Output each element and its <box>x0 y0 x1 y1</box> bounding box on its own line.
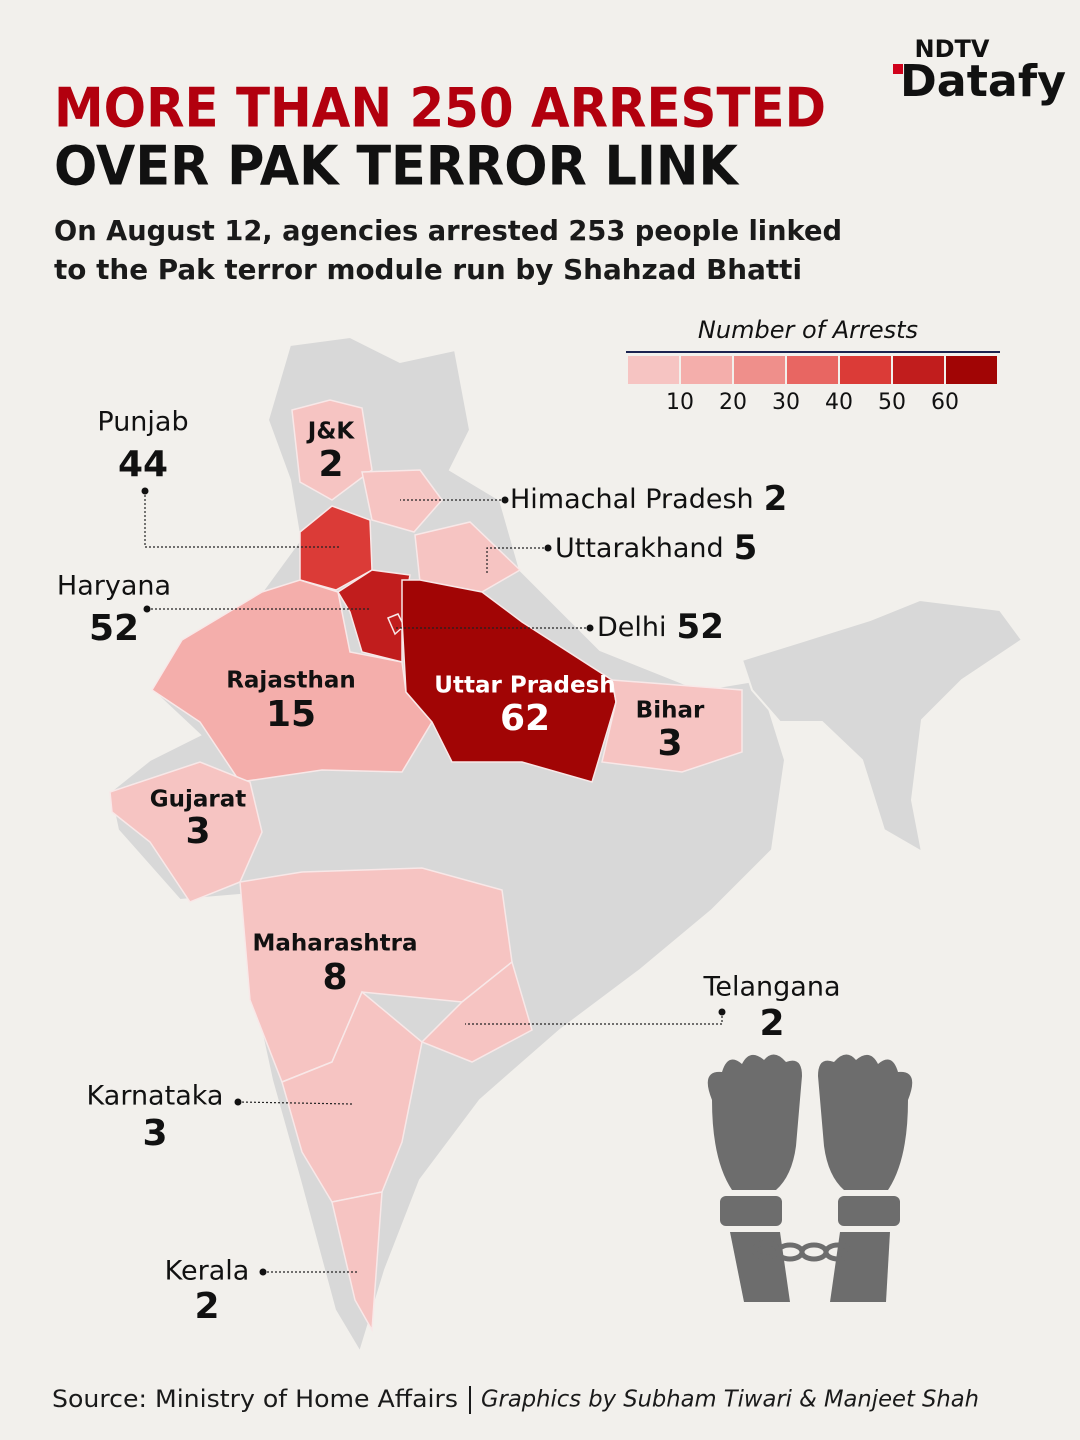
state-name: Telangana <box>702 972 840 1003</box>
state-region <box>291 399 373 501</box>
leader-dot <box>544 544 552 552</box>
subtitle-line: On August 12, agencies arrested 253 peop… <box>54 214 842 247</box>
legend-swatch <box>787 356 838 384</box>
state-region <box>601 679 743 773</box>
legend-swatch <box>734 356 785 384</box>
state-name: J&K <box>306 419 356 445</box>
state-name: Kerala <box>165 1256 250 1287</box>
state-name: Karnataka <box>87 1081 224 1112</box>
state-arrests: 2 <box>318 444 343 485</box>
legend-swatch <box>628 356 679 384</box>
state-arrests: 3 <box>142 1113 167 1154</box>
title-line: MORE THAN 250 ARRESTED <box>54 77 826 140</box>
legend-tick-label: 60 <box>931 390 959 415</box>
state-name: Uttarakhand <box>555 533 724 564</box>
state-region <box>361 469 443 533</box>
state-name: Bihar <box>636 698 705 724</box>
state-label: Himachal Pradesh 2 <box>510 479 787 519</box>
state-arrests: 3 <box>185 811 210 852</box>
state-arrests: 52 <box>89 608 139 649</box>
state-region <box>150 579 433 783</box>
state-arrests: 2 <box>194 1286 219 1327</box>
title-line: OVER PAK TERROR LINK <box>54 135 740 198</box>
northeast-outline <box>740 598 1024 854</box>
legend-swatch <box>893 356 944 384</box>
state-region <box>336 569 411 663</box>
state-label: Uttarakhand 5 <box>555 528 757 568</box>
legend-tick-label: 30 <box>772 390 800 415</box>
leader-dot <box>501 496 509 504</box>
leader-line <box>486 547 548 575</box>
state-name: Himachal Pradesh <box>510 484 754 515</box>
leader-dot <box>586 624 594 632</box>
legend-title: Number of Arrests <box>698 316 918 344</box>
legend-tick-label: 20 <box>719 390 747 415</box>
state-name: Uttar Pradesh <box>434 673 615 699</box>
leader-line <box>465 1012 723 1025</box>
state-name: Gujarat <box>150 787 247 813</box>
legend-tick-label: 40 <box>825 390 853 415</box>
state-arrests: 2 <box>759 1003 784 1044</box>
state-region <box>420 960 533 1063</box>
leader-dot <box>259 1268 267 1276</box>
state-name: Punjab <box>97 407 188 438</box>
legend-tick-label: 10 <box>666 390 694 415</box>
leader-dot <box>141 487 149 495</box>
state-arrests: 5 <box>734 528 758 568</box>
leader-line <box>237 1101 353 1105</box>
source: Source: Ministry of Home Affairs <box>52 1385 458 1413</box>
state-region <box>414 521 522 593</box>
state-arrests: 62 <box>500 698 550 739</box>
legend-swatch <box>840 356 891 384</box>
state-name: Rajasthan <box>226 668 356 694</box>
state-label: Delhi 52 <box>597 607 724 647</box>
logo-top: NDTV <box>915 35 990 63</box>
state-arrests: 3 <box>657 723 682 764</box>
logo-bottom: Datafy <box>900 56 1066 107</box>
state-arrests: 2 <box>764 479 788 519</box>
state-name: Delhi <box>597 612 667 643</box>
legend-tick-label: 50 <box>878 390 906 415</box>
legend: 10 20 30 40 50 60 <box>628 356 997 415</box>
leader-dot <box>718 1008 726 1016</box>
handcuffs-icon <box>707 1054 913 1302</box>
state-name: Maharashtra <box>252 931 417 957</box>
legend-swatch <box>946 356 997 384</box>
subtitle-line: to the Pak terror module run by Shahzad … <box>54 253 802 286</box>
leader-dot <box>234 1098 242 1106</box>
state-name: Haryana <box>57 571 171 602</box>
state-arrests: 15 <box>266 694 316 735</box>
state-region <box>401 579 617 783</box>
state-region <box>281 990 423 1203</box>
map <box>108 335 1024 1355</box>
state-arrests: 44 <box>118 444 168 485</box>
state-arrests: 8 <box>322 957 347 998</box>
leader-line <box>144 491 340 548</box>
leader-dot <box>143 605 151 613</box>
state-region <box>331 1191 383 1333</box>
credit: Graphics by Subham Tiwari & Manjeet Shah <box>481 1387 979 1413</box>
logo-dot <box>893 64 903 74</box>
legend-swatch <box>681 356 732 384</box>
state-arrests: 52 <box>677 607 724 647</box>
